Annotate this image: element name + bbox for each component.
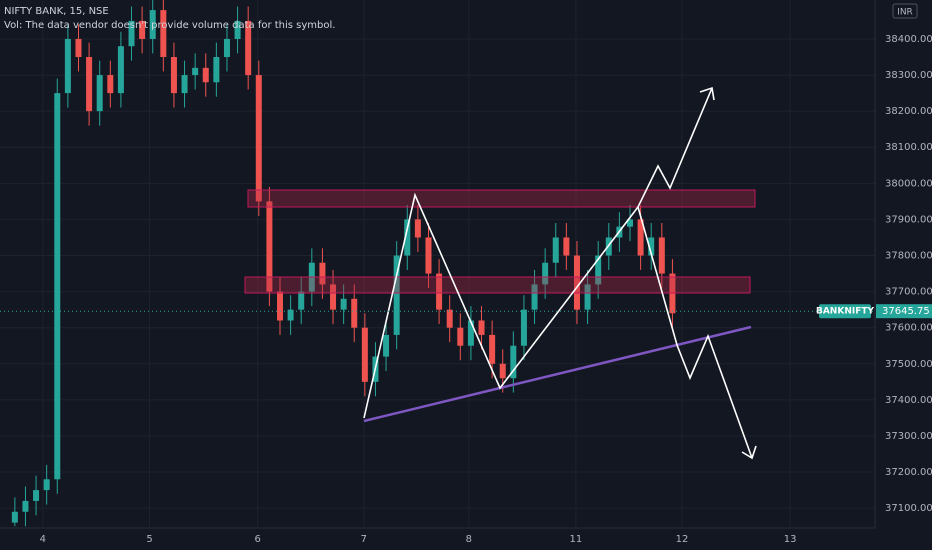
candle-body <box>22 500 29 512</box>
last-price-box <box>876 304 932 319</box>
y-tick-label: 37100.00 <box>885 503 932 514</box>
candle-body <box>223 38 230 58</box>
y-tick-label: 38100.00 <box>885 142 932 153</box>
candle-body <box>107 75 114 94</box>
candle-body <box>542 262 549 285</box>
candle-body <box>414 219 421 238</box>
candle-body <box>499 363 506 379</box>
x-tick-label: 6 <box>255 534 261 545</box>
candle-body <box>340 298 347 310</box>
candle-body <box>436 273 443 310</box>
x-tick-label: 11 <box>570 534 583 545</box>
candle-body <box>128 20 135 47</box>
candle-body <box>277 291 283 321</box>
candle-body <box>160 10 167 58</box>
chart-subtitle: Vol: The data vendor doesn't provide vol… <box>4 20 335 31</box>
candle-body <box>96 75 103 112</box>
y-tick-label: 37200.00 <box>885 467 932 478</box>
grid <box>0 0 875 528</box>
candle-body <box>446 309 453 328</box>
candle-body <box>467 320 474 346</box>
x-tick-label: 7 <box>361 534 367 545</box>
candle-body <box>404 219 411 256</box>
candle-body <box>520 309 527 346</box>
symbol-tag-box <box>819 304 871 319</box>
y-tick-label: 37800.00 <box>885 251 932 262</box>
candle-body <box>64 38 71 94</box>
support-zone <box>244 276 751 294</box>
y-tick-label: 38400.00 <box>885 34 932 45</box>
candle-body <box>393 255 400 335</box>
candle-body <box>552 237 559 263</box>
arrow-head <box>741 445 757 460</box>
candle-body <box>510 345 517 379</box>
candle-body <box>627 219 633 227</box>
candle-body <box>658 237 665 274</box>
candle-body <box>319 262 326 285</box>
candle-body <box>43 479 50 491</box>
axes: 37100.00 37200.00 37300.00 37400.00 37500.00… <box>0 34 932 545</box>
candle-body <box>245 20 252 76</box>
candle-body <box>595 255 602 285</box>
candle-body <box>584 284 591 310</box>
candle-body <box>202 67 209 83</box>
candle-body <box>573 255 580 310</box>
pattern-path <box>637 206 753 459</box>
y-tick-label: 38300.00 <box>885 70 932 81</box>
candle-body <box>255 75 262 202</box>
candle-body <box>457 327 464 346</box>
currency[interactable]: INR <box>897 8 913 18</box>
last-price-label: 37645.75 <box>882 306 930 317</box>
candle-body <box>33 490 40 501</box>
y-tick-label: 37700.00 <box>885 287 932 298</box>
x-tick-label: 5 <box>146 534 152 545</box>
y-tick-label: 37900.00 <box>885 214 932 225</box>
candle-body <box>531 284 538 310</box>
candle-body <box>383 334 390 357</box>
candle-body <box>563 237 570 256</box>
y-tick-label: 37500.00 <box>885 359 932 370</box>
candle-body <box>192 67 199 76</box>
candle-body <box>648 237 655 256</box>
candle-body <box>86 57 93 112</box>
candle-body <box>139 20 146 39</box>
candle-body <box>54 93 61 480</box>
candle-body <box>170 57 177 94</box>
x-tick-label: 4 <box>40 534 46 545</box>
candle-body <box>117 46 124 94</box>
candle-body <box>298 291 305 310</box>
candle-body <box>478 320 485 335</box>
candle-body <box>489 334 496 364</box>
y-tick-label: 38200.00 <box>885 106 932 117</box>
candle-body <box>181 75 188 94</box>
x-tick-label: 12 <box>676 534 689 545</box>
candle-body <box>11 511 18 523</box>
trend-line <box>363 325 752 423</box>
candle-body <box>361 327 368 382</box>
candle-body <box>149 10 156 39</box>
resistance-zone <box>247 189 756 208</box>
candles <box>11 0 676 527</box>
symbol-tag: BANKNIFTY <box>816 307 874 317</box>
y-tick-label: 37400.00 <box>885 395 932 406</box>
candle-body <box>75 38 82 58</box>
y-tick-label: 38000.00 <box>885 178 932 189</box>
candle-body <box>266 201 273 292</box>
x-tick-label: 8 <box>466 534 472 545</box>
y-tick-label: 37300.00 <box>885 431 932 442</box>
y-tick-label: 37600.00 <box>885 323 932 334</box>
candle-body <box>213 57 220 83</box>
chart-title: NIFTY BANK, 15, NSE <box>4 6 109 17</box>
candle-body <box>330 284 337 310</box>
candle-body <box>425 237 432 274</box>
currency-box[interactable] <box>892 3 918 19</box>
candle-body <box>234 20 241 39</box>
candle-body <box>637 219 644 256</box>
x-tick-label: 13 <box>784 534 797 545</box>
arrow-head <box>699 86 715 101</box>
candle-body <box>287 309 294 321</box>
candle-body <box>351 298 358 328</box>
